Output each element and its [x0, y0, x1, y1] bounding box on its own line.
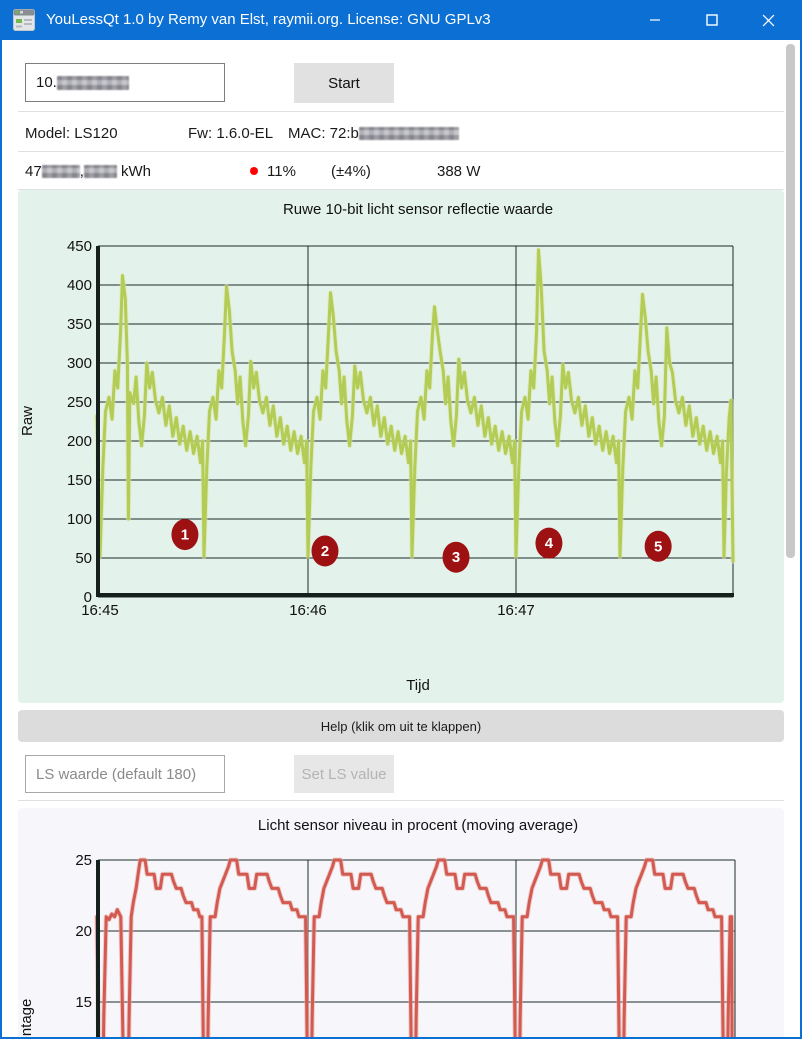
tolerance-value: (±4%)	[331, 163, 371, 180]
event-marker-label: 2	[321, 543, 329, 560]
y-tick-label: 50	[75, 550, 92, 567]
y-axis-label: Percentage	[18, 999, 35, 1039]
y-axis-label: Raw	[19, 406, 36, 436]
x-axis-spine	[96, 593, 734, 597]
y-tick-label: 250	[67, 394, 92, 411]
y-tick-label: 300	[67, 355, 92, 372]
model-label: Model: LS120	[25, 125, 118, 142]
window-border	[800, 40, 802, 1039]
window-controls	[626, 0, 797, 40]
y-tick-label: 150	[67, 472, 92, 489]
raw-sensor-chart-svg: 450 400 350 300 250 200 150 100 50 016:45 16:46 16:…	[19, 201, 736, 694]
status-record-dot	[250, 167, 258, 175]
minimize-icon	[649, 19, 660, 21]
event-marker-label: 3	[452, 549, 460, 566]
y-tick-label: 200	[67, 433, 92, 450]
event-marker-label: 4	[545, 535, 554, 552]
chart-title: Licht sensor niveau in procent (moving a…	[258, 817, 578, 834]
redacted-energy-1	[41, 165, 80, 178]
percent-chart-svg: 25 20 15 Licht sensor niveau in procent (mo…	[18, 817, 736, 1039]
start-button-label: Start	[328, 74, 360, 92]
light-percent-value: 11%	[267, 163, 296, 180]
divider	[18, 111, 784, 112]
y-tick-label: 20	[75, 923, 92, 940]
y-tick-label: 100	[67, 511, 92, 528]
y-tick-label: 0	[84, 589, 92, 606]
close-button[interactable]	[740, 0, 797, 40]
start-button[interactable]: Start	[294, 63, 394, 103]
ls-value-input[interactable]	[25, 755, 225, 793]
event-marker-label: 1	[181, 527, 189, 544]
redacted-energy-2	[83, 165, 117, 178]
divider	[18, 800, 784, 801]
event-marker	[442, 541, 470, 573]
app-icon	[13, 9, 35, 31]
divider	[18, 189, 784, 190]
set-ls-value-label: Set LS value	[301, 765, 387, 783]
energy-counter: 47, kWh	[25, 163, 151, 180]
series-line	[95, 248, 735, 563]
mac-visible-text: MAC: 72:b	[288, 125, 359, 142]
event-marker-label: 5	[654, 538, 662, 555]
title-bar: YouLessQt 1.0 by Remy van Elst, raymii.o…	[0, 0, 802, 40]
ip-value: 10.	[36, 74, 57, 91]
ip-input[interactable]: 10.	[25, 63, 225, 102]
y-axis-spine	[96, 860, 100, 1039]
firmware-label: Fw: 1.6.0-EL	[188, 125, 274, 142]
help-expander-label: Help (klik om uit te klappen)	[320, 718, 482, 734]
y-tick-label: 15	[75, 994, 92, 1011]
redacted-ip	[56, 75, 129, 90]
close-icon	[762, 14, 775, 26]
y-tick-label: 450	[67, 238, 92, 255]
minimize-button[interactable]	[626, 0, 683, 40]
help-expander[interactable]: Help (klik om uit te klappen)	[18, 710, 784, 742]
window-title: YouLessQt 1.0 by Remy van Elst, raymii.o…	[46, 11, 491, 28]
redacted-mac	[358, 127, 459, 140]
window-border	[0, 40, 2, 1039]
window-border	[0, 1037, 802, 1039]
series-line	[95, 858, 734, 1039]
series-line-halo	[94, 247, 736, 564]
energy-separator: ,	[79, 163, 84, 180]
vertical-scrollbar-thumb[interactable]	[786, 44, 795, 558]
event-marker	[311, 535, 339, 567]
raw-sensor-chart: 450 400 350 300 250 200 150 100 50 0 16:45 16:46 16:…	[18, 190, 784, 703]
x-tick-label: 16:46	[289, 602, 327, 619]
y-axis-spine	[96, 246, 100, 597]
y-tick-label: 350	[67, 316, 92, 333]
mac-label: MAC: 72:b	[288, 125, 459, 142]
set-ls-value-button[interactable]: Set LS value	[294, 755, 394, 793]
percent-chart: 25 20 15 Licht sensor niveau in procent (mo…	[18, 808, 784, 1039]
event-marker	[535, 527, 563, 559]
chart-title: Ruwe 10-bit licht sensor reflectie waard…	[283, 201, 553, 218]
y-tick-label: 25	[75, 852, 92, 869]
divider	[18, 151, 784, 152]
event-marker	[171, 519, 199, 551]
x-tick-label: 16:47	[497, 602, 535, 619]
x-axis-label: Tijd	[406, 677, 430, 694]
energy-prefix: 47	[25, 163, 42, 180]
x-tick-label: 16:45	[81, 602, 119, 619]
event-marker	[644, 530, 672, 562]
power-value: 388 W	[437, 163, 481, 180]
maximize-icon	[705, 14, 718, 26]
energy-unit: kWh	[116, 163, 152, 180]
y-tick-label: 400	[67, 277, 92, 294]
maximize-button[interactable]	[683, 0, 740, 40]
